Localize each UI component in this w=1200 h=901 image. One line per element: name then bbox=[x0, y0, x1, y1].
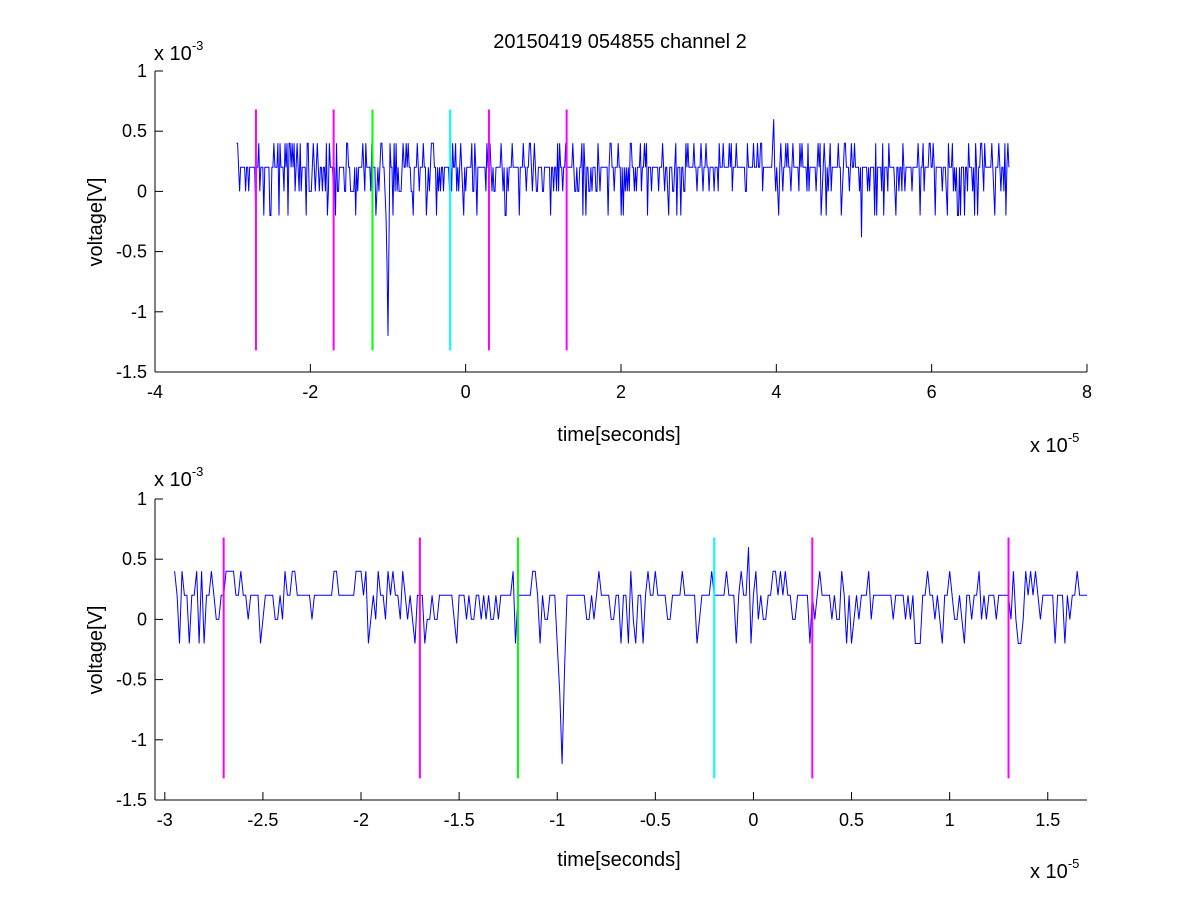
y-tick-label: -1.5 bbox=[116, 362, 147, 382]
x-tick-label: 0 bbox=[461, 382, 471, 402]
x-tick-label: 2 bbox=[616, 382, 626, 402]
y-tick-label: -1 bbox=[131, 730, 147, 750]
y-tick-label: -0.5 bbox=[116, 242, 147, 262]
y-tick-label: 0.5 bbox=[122, 121, 147, 141]
y-tick-label: 1 bbox=[137, 61, 147, 81]
top-x-axis-title: time[seconds] bbox=[557, 424, 680, 446]
y-tick-label: -1 bbox=[131, 302, 147, 322]
top-y-axis-title: voltage[V] bbox=[85, 178, 107, 267]
bottom-chart: 1 0.5 0 -0.5 -1 -1.5 -3 -2.5 -2 -1.5 -1 -0.5 0 0.5 1 1.… bbox=[85, 464, 1087, 883]
x-tick-label: 1.5 bbox=[1035, 810, 1060, 830]
y-tick-label: 1 bbox=[137, 489, 147, 509]
x-tick-label: -1 bbox=[549, 810, 565, 830]
bottom-x-axis-title: time[seconds] bbox=[557, 849, 680, 871]
x-tick-label: -1.5 bbox=[444, 810, 475, 830]
x-tick-label: -4 bbox=[147, 382, 163, 402]
x-tick-label: 8 bbox=[1082, 382, 1092, 402]
signal-line bbox=[174, 547, 1087, 764]
top-x-exponent: x 10-5 bbox=[1030, 430, 1079, 457]
y-tick-label: -1.5 bbox=[116, 790, 147, 810]
y-tick-label: 0 bbox=[137, 609, 147, 629]
x-tick-label: -3 bbox=[157, 810, 173, 830]
x-tick-label: 6 bbox=[927, 382, 937, 402]
top-y-exponent: x 10-3 bbox=[154, 38, 203, 65]
x-tick-label: 4 bbox=[771, 382, 781, 402]
figure-title: 20150419 054855 channel 2 bbox=[493, 31, 747, 53]
x-tick-label: 0.5 bbox=[839, 810, 864, 830]
y-tick-label: 0 bbox=[137, 181, 147, 201]
bottom-y-exponent: x 10-3 bbox=[154, 464, 203, 491]
top-chart: 1 0.5 0 -0.5 -1 -1.5-4 -2 0 2 4 6 8 time[seconds] v… bbox=[85, 38, 1092, 457]
y-tick-label: 0.5 bbox=[122, 549, 147, 569]
signal-line bbox=[236, 119, 1010, 336]
bottom-y-axis-title: voltage[V] bbox=[85, 606, 107, 695]
top-plot-area: 1 0.5 0 -0.5 -1 -1.5-4 -2 0 2 4 6 8 bbox=[116, 61, 1092, 402]
bottom-plot-area: 1 0.5 0 -0.5 -1 -1.5 -3 -2.5 -2 -1.5 -1 -0.5 0 0.5 1 1.… bbox=[116, 489, 1087, 830]
x-tick-label: 0 bbox=[748, 810, 758, 830]
bottom-x-exponent: x 10-5 bbox=[1030, 856, 1079, 883]
x-tick-label: -2 bbox=[353, 810, 369, 830]
x-tick-label: -2.5 bbox=[247, 810, 278, 830]
y-tick-label: -0.5 bbox=[116, 670, 147, 690]
x-tick-label: 1 bbox=[945, 810, 955, 830]
x-tick-label: -2 bbox=[302, 382, 318, 402]
x-tick-label: -0.5 bbox=[640, 810, 671, 830]
